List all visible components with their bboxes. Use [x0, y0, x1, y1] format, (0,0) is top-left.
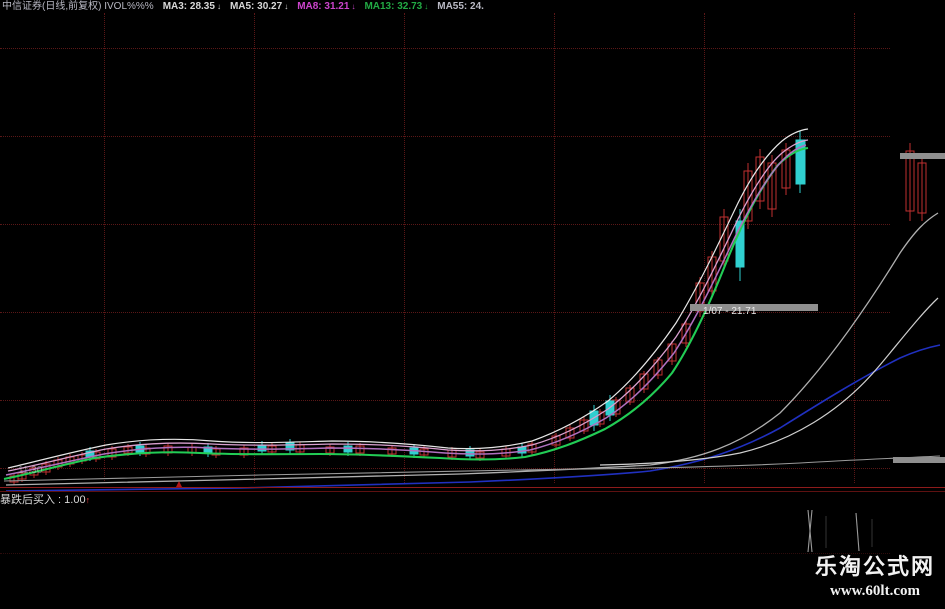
subpanel-spikes	[807, 509, 860, 553]
ma-line-blue	[5, 344, 941, 492]
gridline-h	[0, 400, 890, 401]
separator-marker-icon	[176, 481, 182, 487]
gridline-h	[0, 136, 890, 137]
gridline-h	[0, 468, 890, 469]
watermark-url: www.60lt.com	[829, 583, 920, 599]
panel-separator	[0, 487, 945, 488]
ma-legend-ma8: MA8: 31.21	[297, 1, 350, 12]
subpanel-spikes-dim	[825, 516, 873, 548]
gridline-v	[254, 13, 255, 483]
ma-legend-ma55: MA55: 24.	[437, 1, 484, 12]
level-bar-top-right[interactable]	[900, 153, 945, 159]
ma-line-pink	[7, 139, 809, 472]
ma-line-gray	[5, 212, 939, 486]
ma-line-gray2	[3, 455, 941, 482]
ma-line-magenta	[5, 144, 807, 476]
price-tooltip[interactable]: 1/07 - 21.71	[703, 306, 757, 317]
ma5-arrow-icon: ↓	[284, 2, 289, 11]
ma-line-green	[3, 146, 809, 481]
indicator-text: 暴跌后买入 : 1.00	[0, 494, 86, 506]
price-plot	[3, 128, 941, 553]
panel-separator-secondary	[0, 491, 945, 492]
level-bar-bottom-right[interactable]	[893, 457, 945, 463]
ma-legend-ma13: MA13: 32.73	[364, 1, 423, 12]
gridline-h	[0, 224, 890, 225]
ma-line-white-right	[599, 297, 939, 466]
price-axis-label: 11.30	[18, 465, 43, 476]
level-bar-tooltip[interactable]	[690, 304, 818, 311]
indicator-arrow-icon: ↑	[85, 495, 91, 505]
ma3-arrow-icon: ↓	[216, 2, 221, 11]
ma-line-white	[7, 128, 809, 469]
gridline-v	[404, 13, 405, 483]
gridline-v	[704, 13, 705, 483]
chart-title: 中信证券(日线,前复权) IVOL%%%	[2, 1, 154, 12]
gridline-v	[104, 13, 105, 483]
subpanel-gridline	[0, 553, 890, 554]
indicator-label: 暴跌后买入 : 1.00↑	[0, 494, 90, 507]
ma8-arrow-icon: ↓	[351, 2, 356, 11]
watermark: 乐淘公式网 www.60lt.com	[815, 553, 935, 601]
chart-header: 中信证券(日线,前复权) IVOL%%% MA3: 28.35 ↓ MA5: 30.2…	[0, 0, 945, 13]
gridline-v	[854, 13, 855, 483]
ma-legend-ma5: MA5: 30.27	[229, 1, 283, 12]
ma-legend-ma3: MA3: 28.35	[162, 1, 215, 12]
gridline-h	[0, 312, 890, 313]
ma13-arrow-icon: ↓	[424, 2, 429, 11]
watermark-title: 乐淘公式网	[814, 554, 935, 579]
gridline-v	[554, 13, 555, 483]
chart-stage[interactable]: 1/07 - 21.71 11.30 暴跌后买入 : 1.00↑	[0, 13, 945, 609]
gridline-h	[0, 48, 890, 49]
